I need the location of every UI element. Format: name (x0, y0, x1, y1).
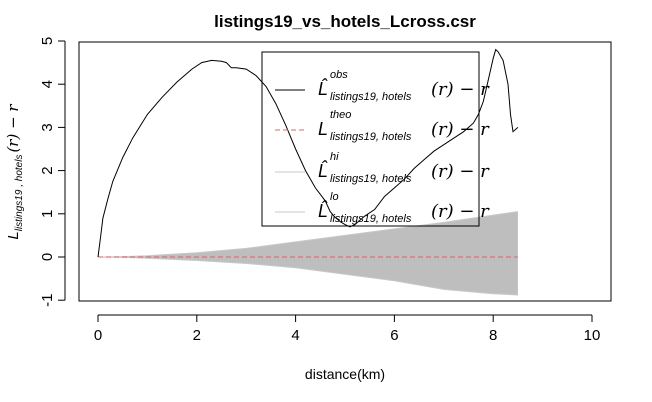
x-tick-label: 6 (390, 327, 398, 344)
legend-main-hi: L̂ (318, 160, 328, 181)
y-axis-label-tail: (r) − r (4, 104, 22, 153)
y-tick-label: 3 (39, 123, 56, 131)
legend-sup-theo: theo (330, 109, 351, 121)
x-axis: 0 2 4 6 8 10 (94, 314, 601, 344)
line-layer (97, 48, 519, 296)
y-axis-label: Llistings19 , hotels (r) − r (4, 104, 25, 240)
chart-title: listings19_vs_hotels_Lcross.csr (214, 12, 476, 31)
legend-sub-theo: listings19, hotels (330, 131, 412, 143)
y-axis-label-sub: listings19 , hotels (14, 155, 25, 232)
legend-sup-obs: obs (330, 69, 348, 81)
plot-frame (78, 41, 612, 302)
y-tick-label: 5 (39, 37, 56, 45)
y-tick-label: 2 (39, 166, 56, 174)
legend-sup-hi: hi (330, 151, 339, 163)
x-tick-label: 4 (291, 327, 299, 344)
legend-main-obs: L̂ (318, 78, 328, 99)
legend-main-lo: L̂ (318, 200, 328, 221)
legend-sup-lo: lo (330, 191, 339, 203)
legend-main-theo: L (318, 119, 328, 139)
legend-sub-obs: listings19, hotels (330, 91, 412, 103)
envelope-layer (98, 211, 518, 295)
legend-tail-lo: (r) − r (431, 201, 490, 222)
legend-sub-lo: listings19, hotels (330, 213, 412, 225)
y-tick-label: 4 (39, 80, 56, 88)
x-axis-label: distance(km) (305, 366, 385, 382)
legend-tail-hi: (r) − r (431, 161, 490, 182)
x-tick-label: 10 (584, 327, 601, 344)
x-tick-label: 8 (489, 327, 497, 344)
x-tick-label: 0 (94, 327, 102, 344)
series-lo-line (97, 256, 518, 296)
y-tick-label: 0 (39, 253, 56, 261)
envelope-band (98, 211, 518, 295)
legend-tail-obs: (r) − r (431, 79, 490, 100)
y-tick-label: 1 (39, 210, 56, 218)
y-axis: -1 0 1 2 3 4 5 (39, 37, 66, 307)
legend-sub-hi: listings19, hotels (330, 173, 412, 185)
legend-tail-theo: (r) − r (431, 119, 490, 140)
y-tick-label: -1 (39, 294, 56, 307)
legend-box (261, 51, 480, 227)
series-hi-line (97, 211, 518, 258)
y-axis-label-main: L (5, 231, 22, 239)
x-tick-label: 2 (193, 327, 201, 344)
series-obs-line (97, 48, 519, 258)
